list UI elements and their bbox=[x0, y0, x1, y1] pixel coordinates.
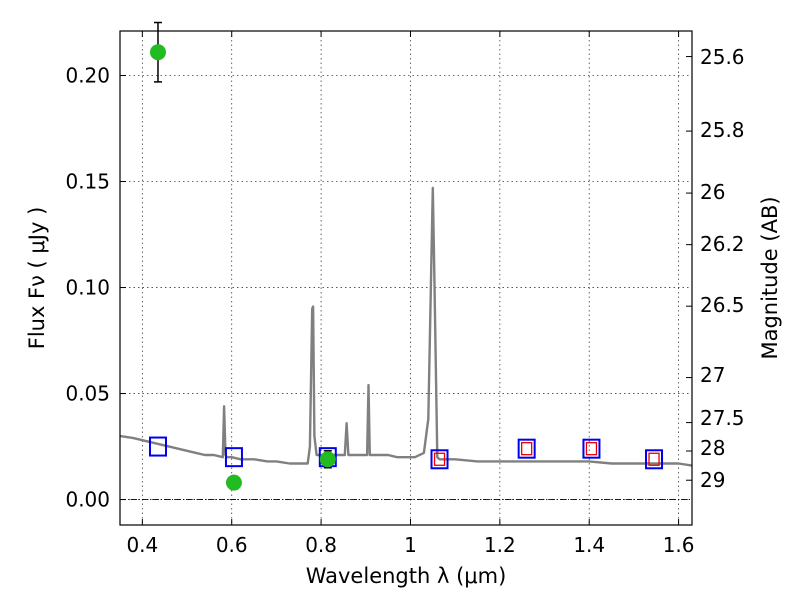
observed-point bbox=[319, 451, 336, 468]
observed-point bbox=[225, 474, 242, 491]
model-photometry-box bbox=[517, 438, 536, 459]
model-photometry-box bbox=[148, 436, 167, 457]
grid-lines bbox=[120, 31, 692, 525]
y-tick-label: 0.00 bbox=[65, 488, 110, 512]
x-tick-label: 1.6 bbox=[663, 533, 695, 557]
y2-tick-label: 25.8 bbox=[700, 118, 745, 142]
x-tick-label: 1 bbox=[404, 533, 417, 557]
model-photometry-box bbox=[430, 449, 449, 470]
y2-tick-label: 26.5 bbox=[700, 293, 745, 317]
ir-photometry-box bbox=[521, 442, 533, 456]
model-photometry-box bbox=[645, 449, 664, 470]
photometry-marks bbox=[148, 21, 664, 491]
y2-tick-label: 27.5 bbox=[700, 406, 745, 430]
y2-tick-label: 25.6 bbox=[700, 45, 745, 69]
plot-frame bbox=[119, 30, 693, 526]
x-tick-label: 1.4 bbox=[573, 533, 605, 557]
y2-tick-label: 29 bbox=[700, 468, 725, 492]
y2-tick-label: 28 bbox=[700, 436, 725, 460]
x-tick-label: 0.6 bbox=[216, 533, 248, 557]
y-axis-label: Flux Fν ( μJy ) bbox=[25, 207, 49, 350]
y-tick-label: 0.20 bbox=[65, 64, 110, 88]
y-tick-label: 0.15 bbox=[65, 170, 110, 194]
x-tick-label: 1.2 bbox=[484, 533, 516, 557]
ir-photometry-box bbox=[433, 452, 446, 466]
y2-axis-label: Magnitude (AB) bbox=[758, 196, 782, 359]
x-axis-label: Wavelength λ (μm) bbox=[306, 564, 507, 588]
ir-photometry-box bbox=[648, 452, 660, 466]
y2-tick-label: 26.2 bbox=[700, 232, 745, 256]
observed-point bbox=[149, 44, 166, 61]
axis-ticks: 0.4 0.6 0.8 1 1.2 1.4 1.6 0.00 0.05 0.10 0.15 0.20 2… bbox=[65, 31, 745, 557]
ir-photometry-box bbox=[585, 442, 598, 456]
model-spectrum-line bbox=[119, 186, 693, 467]
y2-tick-label: 27 bbox=[700, 363, 725, 387]
y-tick-label: 0.10 bbox=[65, 276, 110, 300]
x-tick-label: 0.8 bbox=[305, 533, 337, 557]
y-tick-label: 0.05 bbox=[65, 382, 110, 406]
x-tick-label: 0.4 bbox=[126, 533, 158, 557]
y2-tick-label: 26 bbox=[700, 180, 725, 204]
model-photometry-box bbox=[582, 438, 601, 459]
model-photometry-box bbox=[224, 447, 243, 468]
